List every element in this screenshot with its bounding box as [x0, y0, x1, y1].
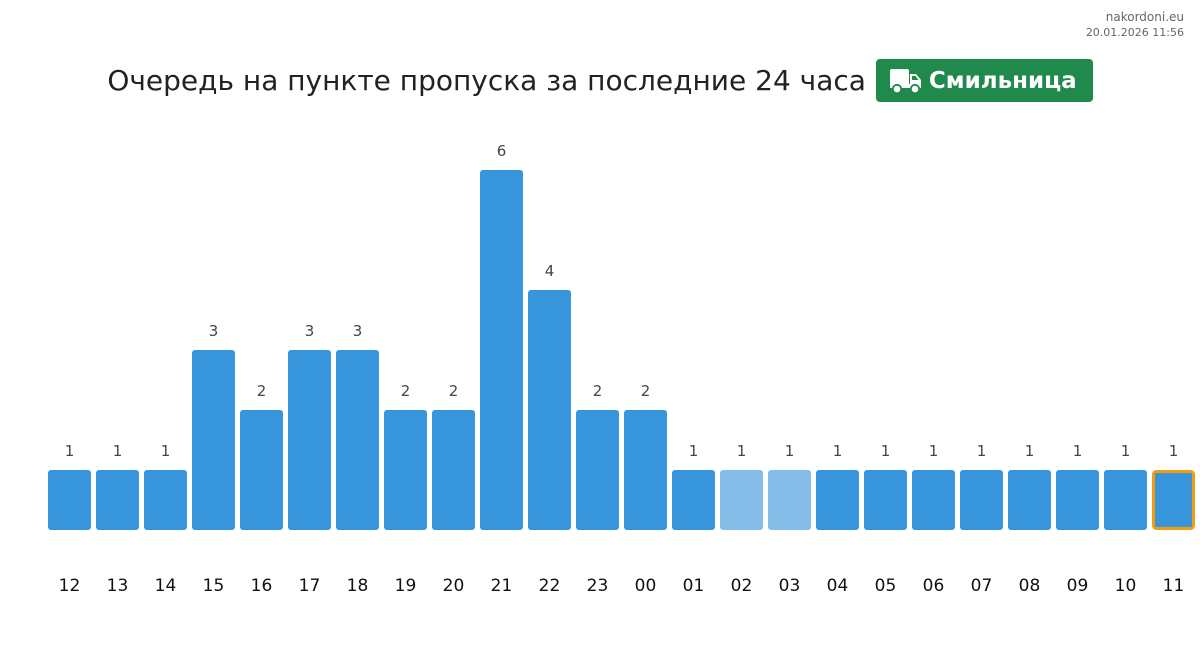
value-label-03: 1	[785, 442, 795, 460]
bar-07	[960, 470, 1003, 530]
value-label-17: 3	[305, 322, 315, 340]
bar-14	[144, 470, 187, 530]
value-label-00: 2	[641, 382, 651, 400]
x-tick-label-16: 16	[251, 576, 273, 596]
x-tick-label-07: 07	[971, 576, 993, 596]
value-label-09: 1	[1073, 442, 1083, 460]
x-tick-label-18: 18	[347, 576, 369, 596]
bar-16	[240, 410, 283, 530]
snapshot-datetime: 20.01.2026 11:56	[1085, 26, 1184, 39]
bar-22	[528, 290, 571, 530]
x-tick-label-10: 10	[1115, 576, 1137, 596]
value-label-11: 1	[1169, 442, 1179, 460]
x-tick-label-04: 04	[827, 576, 849, 596]
checkpoint-name: Смильница	[928, 67, 1077, 94]
x-tick-label-00: 00	[635, 576, 657, 596]
bar-08	[1008, 470, 1051, 530]
bar-21	[480, 170, 523, 530]
x-tick-label-01: 01	[683, 576, 705, 596]
value-label-07: 1	[977, 442, 987, 460]
x-tick-label-21: 21	[491, 576, 513, 596]
checkpoint-badge: Смильница	[875, 59, 1093, 102]
value-label-15: 3	[209, 322, 219, 340]
x-tick-label-13: 13	[107, 576, 129, 596]
value-label-05: 1	[881, 442, 891, 460]
bar-03	[768, 470, 811, 530]
x-tick-label-14: 14	[155, 576, 177, 596]
bar-20	[432, 410, 475, 530]
x-tick-label-12: 12	[59, 576, 81, 596]
bar-04	[816, 470, 859, 530]
bar-02	[720, 470, 763, 530]
value-label-16: 2	[257, 382, 267, 400]
x-tick-label-11: 11	[1163, 576, 1185, 596]
value-label-21: 6	[497, 142, 507, 160]
bar-01	[672, 470, 715, 530]
x-tick-label-15: 15	[203, 576, 225, 596]
value-label-22: 4	[545, 262, 555, 280]
bar-00	[624, 410, 667, 530]
value-label-20: 2	[449, 382, 459, 400]
x-tick-label-09: 09	[1067, 576, 1089, 596]
site-info: nakordoni.eu 20.01.2026 11:56	[1086, 9, 1184, 41]
value-label-14: 1	[161, 442, 171, 460]
bar-11	[1152, 470, 1195, 530]
x-tick-label-08: 08	[1019, 576, 1041, 596]
x-tick-label-17: 17	[299, 576, 321, 596]
value-label-19: 2	[401, 382, 411, 400]
value-label-08: 1	[1025, 442, 1035, 460]
x-tick-label-02: 02	[731, 576, 753, 596]
bar-13	[96, 470, 139, 530]
title-row: Очередь на пункте пропуска за последние …	[0, 59, 1200, 102]
value-label-10: 1	[1121, 442, 1131, 460]
value-label-06: 1	[929, 442, 939, 460]
bar-23	[576, 410, 619, 530]
bar-17	[288, 350, 331, 530]
value-label-04: 1	[833, 442, 843, 460]
site-domain: nakordoni.eu	[1105, 10, 1184, 24]
value-label-01: 1	[689, 442, 699, 460]
bar-06	[912, 470, 955, 530]
bar-18	[336, 350, 379, 530]
value-label-12: 1	[65, 442, 75, 460]
bar-15	[192, 350, 235, 530]
bar-10	[1104, 470, 1147, 530]
chart-title: Очередь на пункте пропуска за последние …	[107, 64, 866, 97]
x-tick-label-20: 20	[443, 576, 465, 596]
x-tick-label-05: 05	[875, 576, 897, 596]
x-tick-label-22: 22	[539, 576, 561, 596]
bar-12	[48, 470, 91, 530]
value-label-18: 3	[353, 322, 363, 340]
x-tick-label-23: 23	[587, 576, 609, 596]
value-label-23: 2	[593, 382, 603, 400]
bar-19	[384, 410, 427, 530]
bar-05	[864, 470, 907, 530]
bar-09	[1056, 470, 1099, 530]
value-label-13: 1	[113, 442, 123, 460]
value-label-02: 1	[737, 442, 747, 460]
x-tick-label-19: 19	[395, 576, 417, 596]
x-tick-label-03: 03	[779, 576, 801, 596]
truck-icon	[889, 68, 922, 94]
x-tick-label-06: 06	[923, 576, 945, 596]
